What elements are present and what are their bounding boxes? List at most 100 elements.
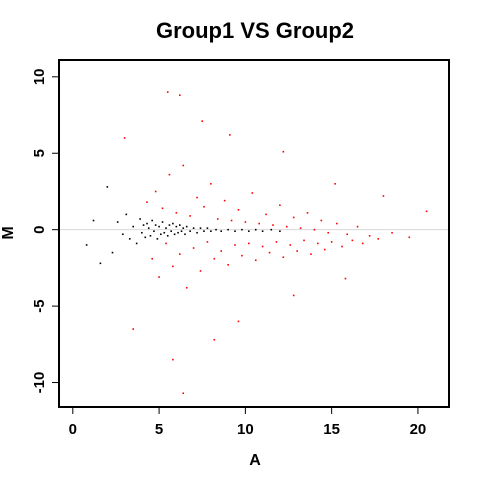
data-point xyxy=(151,257,153,260)
data-point xyxy=(182,392,185,395)
data-point xyxy=(182,164,185,167)
data-point xyxy=(184,233,186,236)
data-point xyxy=(317,242,319,245)
data-point xyxy=(158,276,160,278)
data-point xyxy=(165,242,167,245)
y-tick-label: -5 xyxy=(31,299,48,312)
data-point xyxy=(111,251,114,254)
data-point xyxy=(158,225,160,228)
x-tick-label: 15 xyxy=(323,421,340,438)
data-point xyxy=(346,233,348,236)
data-point xyxy=(199,227,202,229)
data-point xyxy=(336,222,338,225)
data-point xyxy=(172,222,174,225)
data-point xyxy=(175,212,178,214)
data-point xyxy=(151,219,153,222)
data-point xyxy=(334,183,336,185)
data-point xyxy=(303,239,305,242)
data-point xyxy=(368,234,371,237)
x-tick-label: 0 xyxy=(69,421,77,438)
data-point xyxy=(161,221,164,223)
data-point xyxy=(135,242,138,245)
data-point xyxy=(299,227,302,229)
y-axis-ticks: -10 -5 0 5 10 xyxy=(31,68,59,393)
data-point xyxy=(270,228,273,231)
data-point xyxy=(254,259,257,262)
data-point xyxy=(230,219,233,222)
data-point xyxy=(215,228,217,231)
data-point xyxy=(234,230,236,233)
data-point xyxy=(177,231,179,234)
data-point xyxy=(377,238,380,240)
y-tick-label: 0 xyxy=(31,226,48,234)
data-point xyxy=(251,192,254,194)
data-point xyxy=(327,231,330,234)
data-point xyxy=(292,294,295,297)
data-point xyxy=(258,222,260,225)
data-point xyxy=(172,265,174,268)
data-point xyxy=(175,225,178,228)
data-point xyxy=(146,201,148,203)
data-point xyxy=(296,250,298,252)
data-point xyxy=(189,215,191,217)
data-point xyxy=(154,190,157,193)
data-point xyxy=(178,224,181,226)
data-point xyxy=(199,270,202,272)
data-point xyxy=(272,224,274,226)
data-point xyxy=(180,230,183,233)
data-point xyxy=(330,241,333,243)
data-point xyxy=(220,230,223,233)
data-point xyxy=(285,225,288,228)
data-point xyxy=(244,221,247,223)
data-point xyxy=(106,186,109,188)
y-axis-label: M xyxy=(0,226,17,239)
data-point xyxy=(206,227,209,229)
data-point xyxy=(275,241,278,243)
data-point xyxy=(279,204,281,207)
data-point xyxy=(323,248,326,251)
data-point xyxy=(153,230,155,233)
data-point xyxy=(282,256,285,258)
data-point xyxy=(154,224,157,226)
data-point xyxy=(99,262,102,265)
data-point xyxy=(178,253,181,255)
data-point xyxy=(132,225,135,228)
data-point xyxy=(310,253,312,255)
x-tick-label: 20 xyxy=(410,421,427,438)
data-point xyxy=(166,91,169,93)
data-point xyxy=(425,210,428,213)
data-point xyxy=(161,207,164,210)
data-point xyxy=(351,239,354,242)
data-point xyxy=(166,234,169,237)
x-tick-label: 10 xyxy=(237,421,254,438)
data-point xyxy=(227,228,229,231)
data-point xyxy=(123,137,126,139)
x-tick-label: 5 xyxy=(155,421,163,438)
data-points xyxy=(85,91,428,395)
data-point xyxy=(344,277,347,280)
data-point xyxy=(220,250,223,252)
data-point xyxy=(289,244,292,246)
data-point xyxy=(213,257,216,260)
data-point xyxy=(237,320,240,323)
data-point xyxy=(128,238,131,240)
data-point xyxy=(156,238,159,240)
data-point xyxy=(182,227,185,229)
data-point xyxy=(203,230,205,233)
data-point xyxy=(210,230,212,233)
data-point xyxy=(196,231,198,234)
data-point xyxy=(201,120,204,122)
data-point xyxy=(210,183,212,185)
y-tick-label: 10 xyxy=(31,68,48,85)
data-point xyxy=(160,233,162,236)
data-point xyxy=(361,242,364,245)
data-point xyxy=(282,150,285,153)
data-point xyxy=(241,228,243,231)
data-point xyxy=(192,247,195,249)
data-point xyxy=(168,173,171,176)
data-point xyxy=(216,218,219,220)
data-point xyxy=(122,233,124,236)
data-point xyxy=(341,245,343,248)
data-point xyxy=(356,225,359,228)
